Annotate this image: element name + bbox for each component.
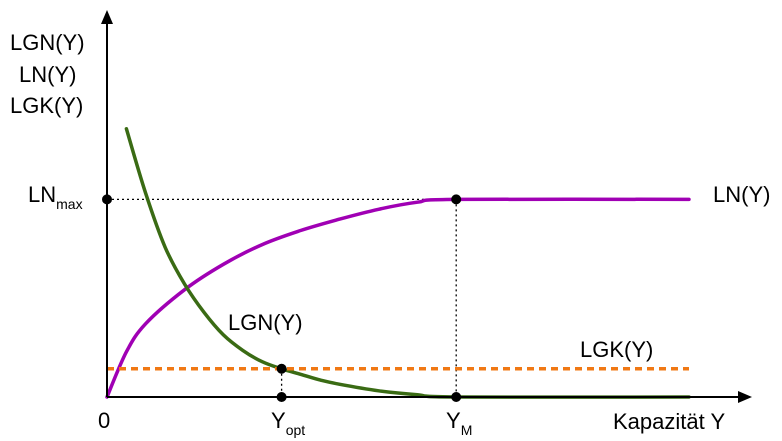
annotation-ln: LN(Y) bbox=[713, 182, 770, 207]
x-axis-arrow bbox=[738, 391, 752, 403]
y-axis-label-3: LGK(Y) bbox=[10, 93, 83, 118]
x-axis-label: Kapazität Y bbox=[613, 409, 725, 434]
y-tick-ln-max-main: LN bbox=[28, 182, 56, 207]
point-y-m-axis bbox=[451, 392, 462, 402]
y-axis-label-1: LGN(Y) bbox=[10, 30, 85, 55]
x-tick-y-opt-main: Y bbox=[271, 408, 286, 433]
y-tick-ln-max-sub: max bbox=[56, 196, 82, 212]
annotation-lgn: LGN(Y) bbox=[228, 310, 303, 335]
point-ln-max-axis bbox=[102, 194, 112, 205]
annotation-lgk: LGK(Y) bbox=[580, 337, 653, 362]
point-y-opt-axis bbox=[276, 392, 287, 402]
point-ln-max-curve bbox=[451, 194, 462, 205]
marker-points bbox=[102, 194, 462, 402]
y-axis-arrow bbox=[101, 10, 113, 24]
axes bbox=[101, 10, 752, 403]
x-tick-y-opt: Yopt bbox=[271, 408, 305, 438]
guide-lines bbox=[107, 198, 457, 397]
y-tick-ln-max: LNmax bbox=[28, 182, 83, 212]
y-axis-label-2: LN(Y) bbox=[19, 62, 76, 87]
x-tick-y-opt-sub: opt bbox=[286, 422, 306, 438]
series-line-ln-y bbox=[105, 197, 691, 399]
x-tick-y-m-sub: M bbox=[461, 422, 473, 438]
x-tick-y-m-main: Y bbox=[446, 408, 461, 433]
x-tick-zero: 0 bbox=[98, 408, 110, 433]
point-optimum bbox=[276, 363, 287, 374]
x-tick-y-m: YM bbox=[446, 408, 472, 438]
